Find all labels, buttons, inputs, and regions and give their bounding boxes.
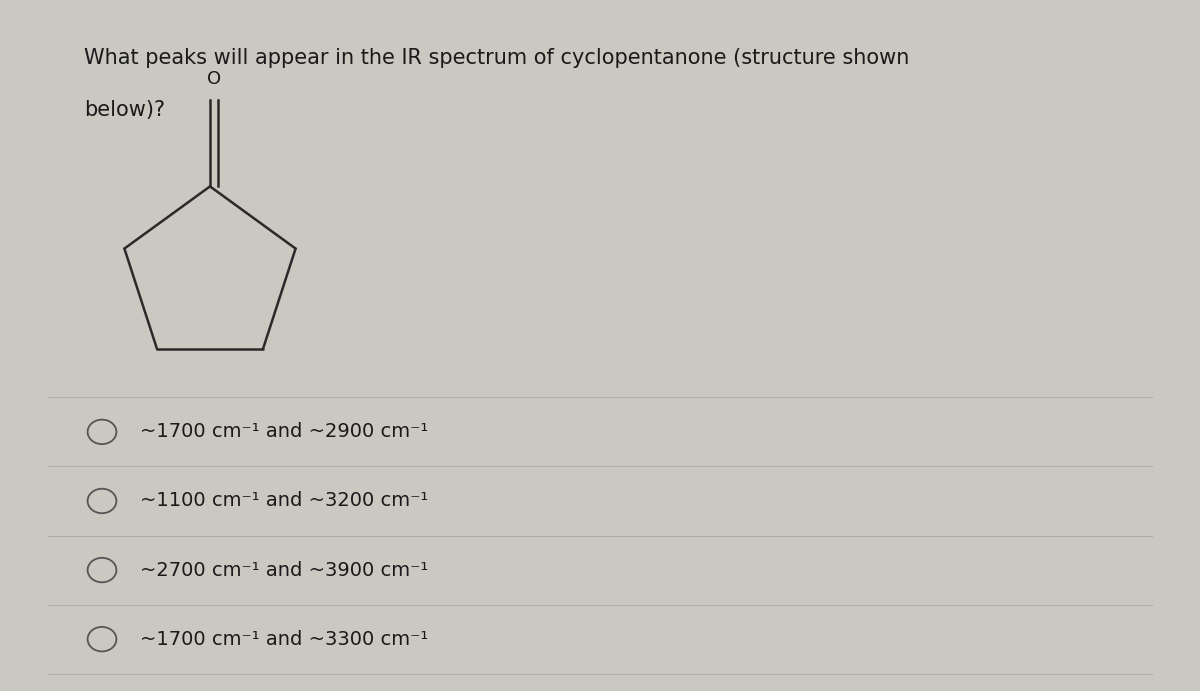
Text: What peaks will appear in the IR spectrum of cyclopentanone (structure shown: What peaks will appear in the IR spectru… xyxy=(84,48,910,68)
Text: ~1100 cm⁻¹ and ~3200 cm⁻¹: ~1100 cm⁻¹ and ~3200 cm⁻¹ xyxy=(140,491,428,511)
Text: O: O xyxy=(208,70,221,88)
Text: below)?: below)? xyxy=(84,100,166,120)
Text: ~2700 cm⁻¹ and ~3900 cm⁻¹: ~2700 cm⁻¹ and ~3900 cm⁻¹ xyxy=(140,560,428,580)
Text: ~1700 cm⁻¹ and ~2900 cm⁻¹: ~1700 cm⁻¹ and ~2900 cm⁻¹ xyxy=(140,422,428,442)
Text: ~1700 cm⁻¹ and ~3300 cm⁻¹: ~1700 cm⁻¹ and ~3300 cm⁻¹ xyxy=(140,630,428,649)
